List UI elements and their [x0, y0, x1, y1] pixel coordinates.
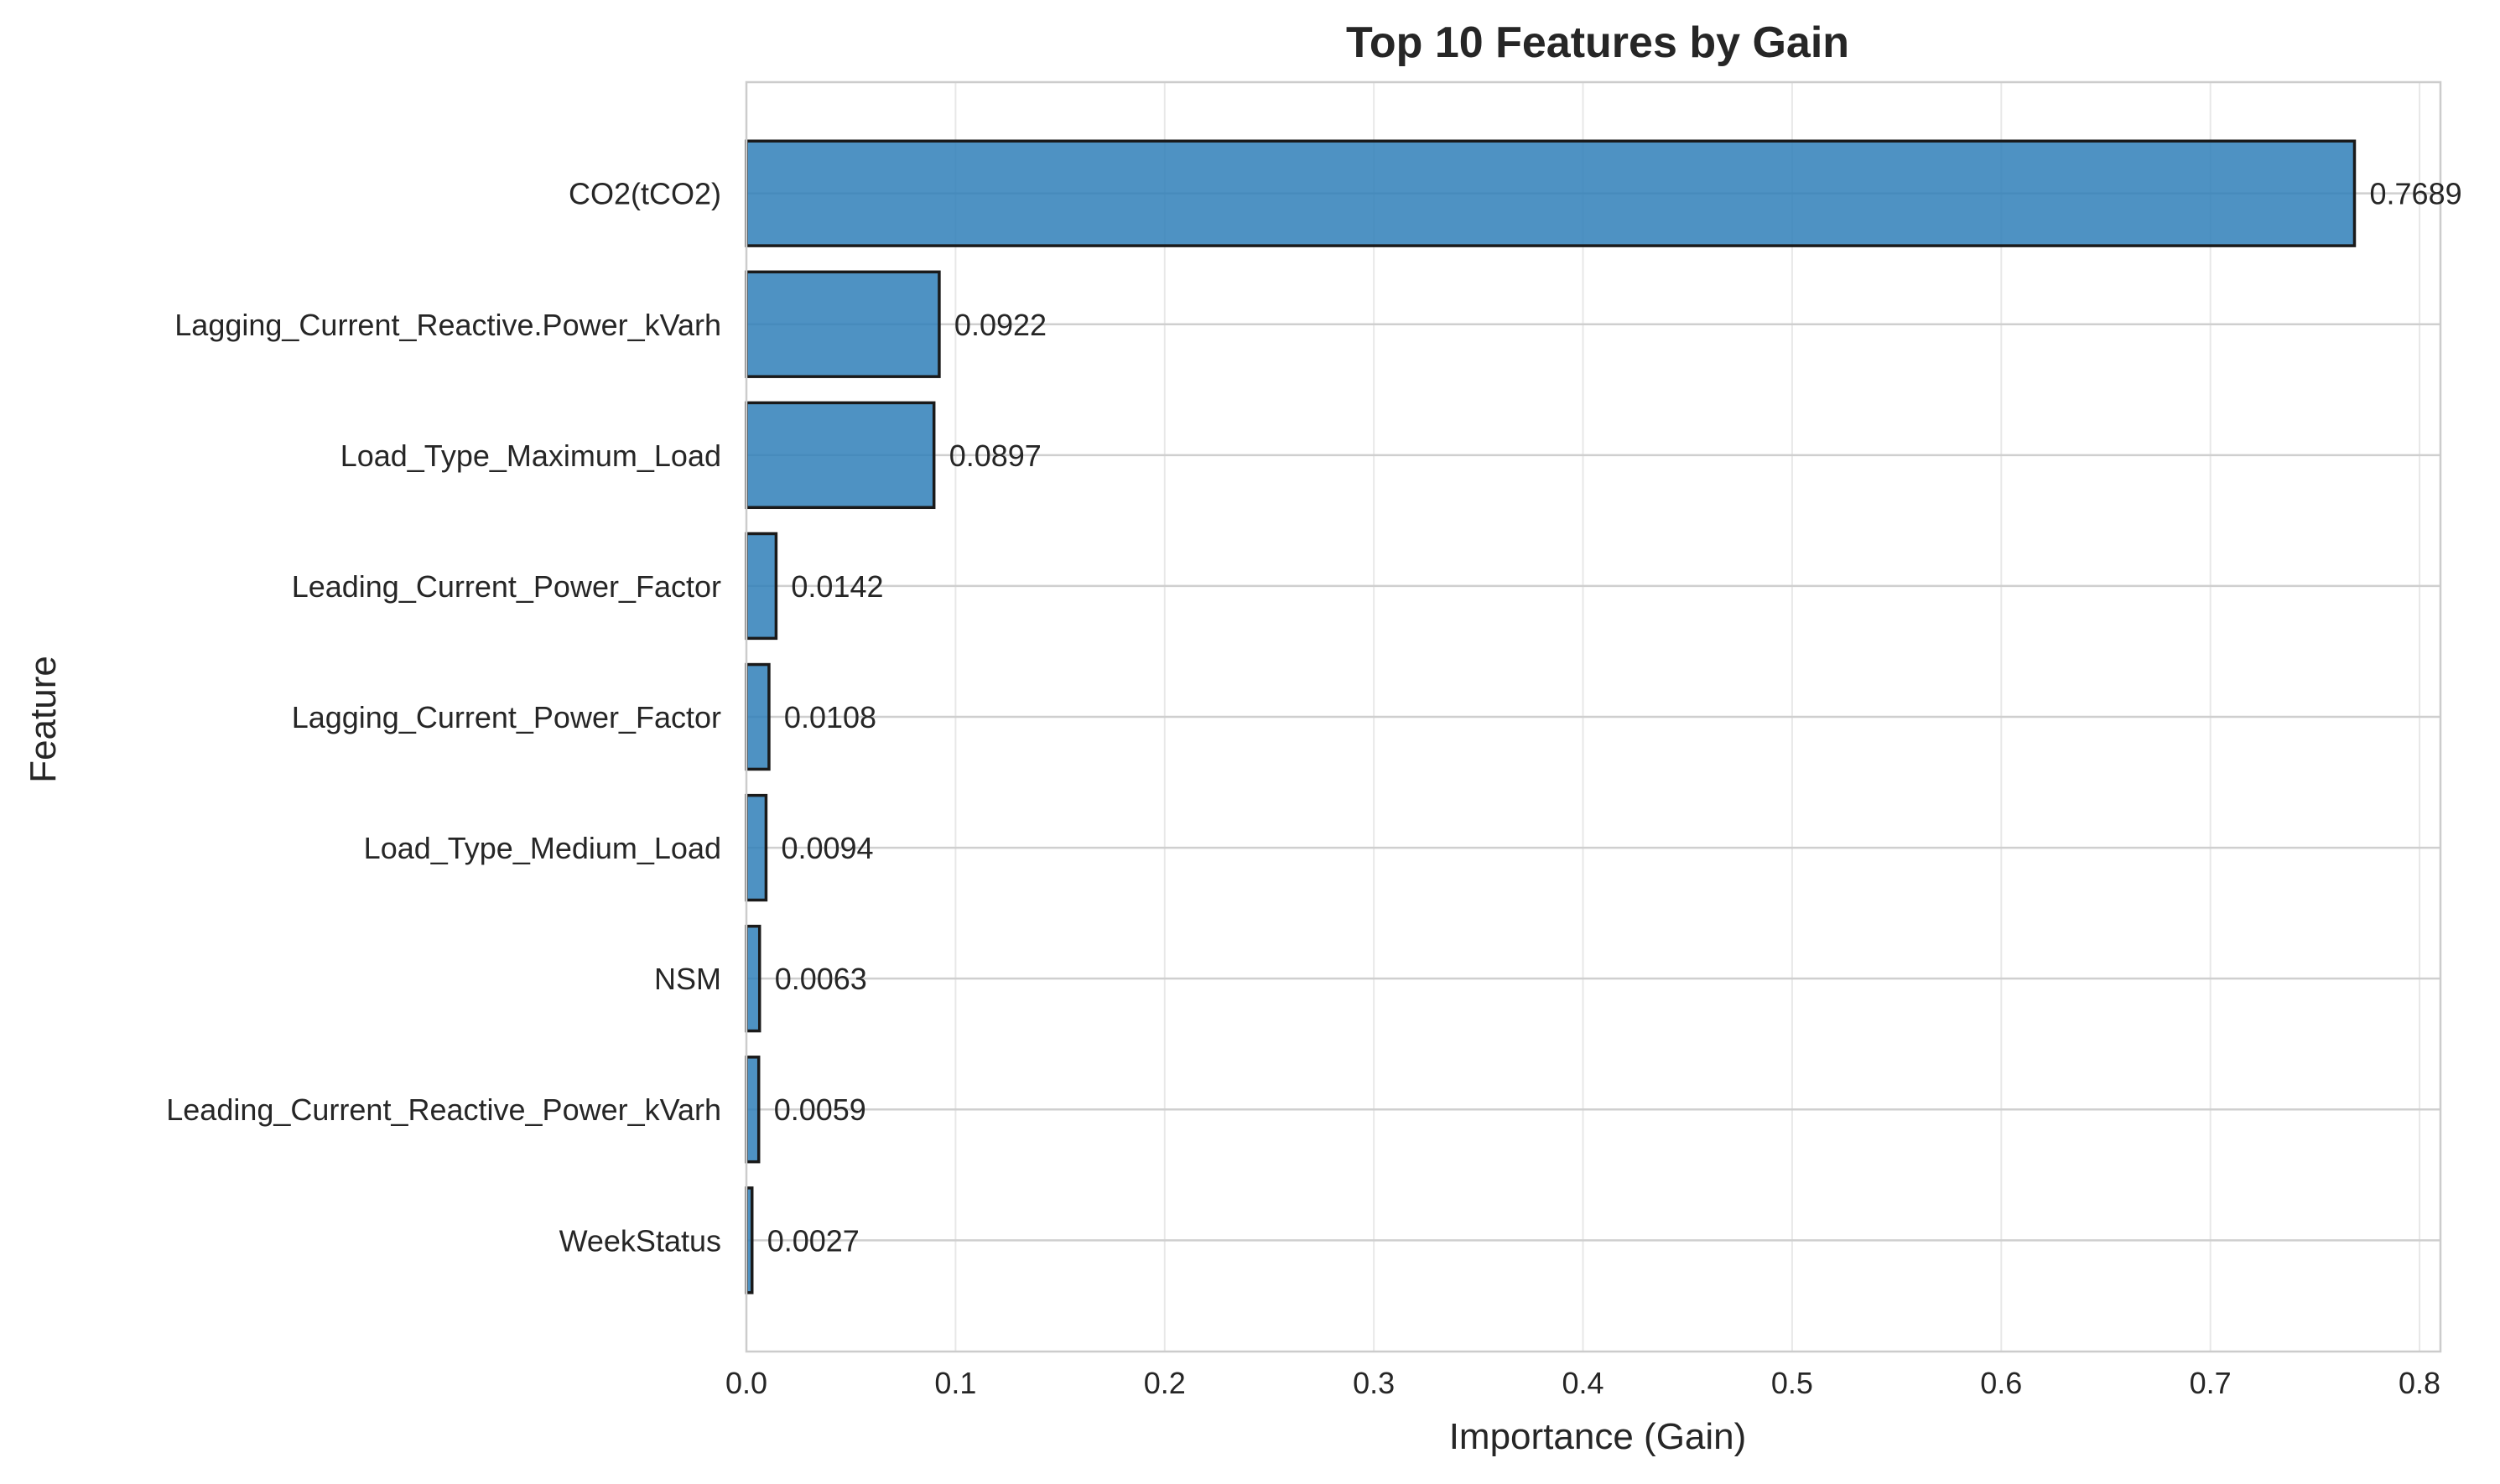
y-axis-label: Feature	[23, 656, 64, 783]
bar	[745, 532, 778, 641]
bar-value-label: 0.0142	[791, 569, 883, 604]
bar-value-label: 0.0108	[784, 700, 876, 734]
bar-value-label: 0.0059	[774, 1092, 866, 1127]
bar-value-label: 0.7689	[2370, 177, 2462, 211]
x-tick-labels: 0.0 0.1 0.2 0.3 0.4 0.5 0.6 0.7 0.8	[725, 1366, 2440, 1400]
x-tick-label: 0.6	[1980, 1366, 2022, 1400]
bar-value-label: 0.0027	[767, 1223, 860, 1258]
y-tick-label: Leading_Current_Power_Factor	[292, 569, 721, 604]
y-tick-label: Load_Type_Maximum_Load	[340, 438, 721, 473]
x-tick-label: 0.0	[725, 1366, 767, 1400]
bars	[745, 139, 2357, 1295]
x-tick-label: 0.8	[2399, 1366, 2440, 1400]
y-tick-label: WeekStatus	[559, 1223, 721, 1258]
y-tick-label: NSM	[654, 962, 721, 996]
bar-value-label: 0.0063	[775, 962, 867, 996]
bar-value-label: 0.0897	[949, 438, 1042, 473]
plot-frame	[745, 80, 2442, 1353]
y-tick-label: Leading_Current_Reactive_Power_kVarh	[166, 1092, 721, 1127]
bar	[745, 924, 761, 1033]
bar	[745, 270, 941, 378]
y-tick-label: Lagging_Current_Reactive.Power_kVarh	[174, 308, 721, 342]
y-tick-labels: CO2(tCO2) Lagging_Current_Reactive.Power_…	[166, 177, 721, 1258]
bar	[745, 401, 936, 510]
x-tick-label: 0.5	[1771, 1366, 1813, 1400]
bar	[745, 1056, 761, 1164]
bar-value-label: 0.0922	[954, 308, 1047, 342]
y-tick-label: Load_Type_Medium_Load	[364, 831, 721, 865]
x-axis-label: Importance (Gain)	[1449, 1416, 1747, 1457]
chart-title: Top 10 Features by Gain	[1346, 18, 1849, 67]
bar	[745, 139, 2357, 247]
x-tick-label: 0.3	[1353, 1366, 1395, 1400]
value-labels: 0.7689 0.0922 0.0897 0.0142 0.0108 0.0094 0.00…	[767, 177, 2462, 1258]
x-tick-label: 0.4	[1562, 1366, 1604, 1400]
bar-value-label: 0.0094	[781, 831, 873, 865]
y-tick-label: Lagging_Current_Power_Factor	[292, 700, 721, 734]
x-tick-label: 0.1	[934, 1366, 976, 1400]
bar	[745, 662, 771, 771]
x-tick-label: 0.7	[2190, 1366, 2232, 1400]
x-tick-label: 0.2	[1144, 1366, 1186, 1400]
bar	[745, 793, 768, 902]
y-tick-label: CO2(tCO2)	[569, 177, 721, 211]
